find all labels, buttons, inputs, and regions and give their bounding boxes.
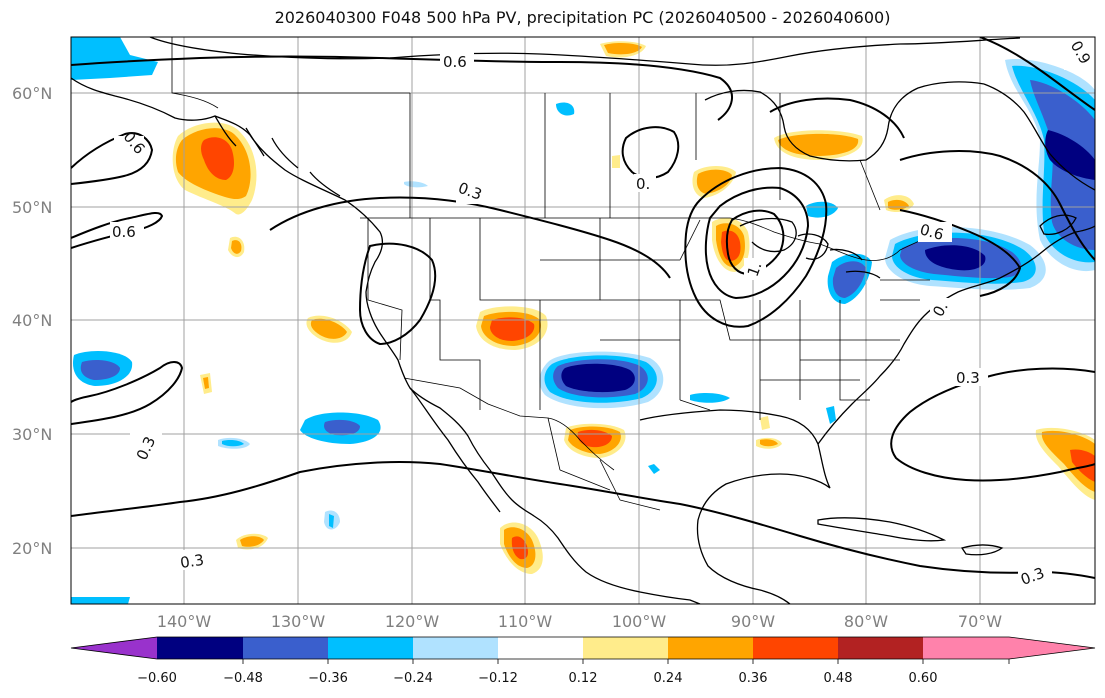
- colorbar-segment: [157, 637, 243, 659]
- coast-labrador: [983, 83, 1095, 191]
- contour-label: 0.3: [956, 369, 980, 387]
- canada-provinces: [172, 92, 881, 218]
- colorbar-tick: 0.48: [824, 671, 853, 686]
- contour-label: 1.: [744, 259, 766, 279]
- colorbar-tick: 0.36: [739, 671, 768, 686]
- contour-0.3-east: [890, 367, 1095, 482]
- colorbar-tick: −0.24: [393, 671, 433, 686]
- chart-title: 2026040300 F048 500 hPa PV, precipitatio…: [274, 8, 891, 27]
- colorbar-tick: 0.24: [654, 671, 683, 686]
- coast-atlantic-us: [817, 277, 1001, 445]
- contour-0.3-south: [71, 461, 1095, 579]
- contour-label: 0.: [636, 175, 650, 193]
- colorbar-segment: [413, 637, 498, 659]
- coast-baja: [409, 387, 501, 513]
- us-states-east: [759, 279, 930, 420]
- contour-0.6-ne: [769, 97, 905, 139]
- precip-negative-shading: [71, 37, 1095, 604]
- neg-area-west-canada: [71, 37, 158, 80]
- lat-label: 50°N: [12, 198, 52, 217]
- contour-0.6-west: [71, 132, 154, 185]
- colorbar-tick: 0.60: [909, 671, 938, 686]
- contour-0.3-central: [269, 196, 671, 279]
- colorbar-extend-low: [71, 637, 157, 659]
- mexico-states: [547, 417, 661, 511]
- map-frame: [70, 36, 1096, 605]
- colorbar-extend-high: [923, 637, 1095, 659]
- us-states-west: [367, 218, 601, 410]
- coast-hudson-bay: [704, 81, 985, 162]
- contour-labels: 0.6 0.6 0.6 0.3 0.3 0.3 0.3 0.3 0.6 0.9 …: [110, 38, 1094, 589]
- lon-label: 140°W: [157, 612, 212, 631]
- colorbar-tick: −0.12: [478, 671, 518, 686]
- colorbar-segment: [583, 637, 668, 659]
- contour-0.9-ne: [979, 37, 1095, 111]
- lat-label: 20°N: [12, 539, 52, 558]
- contour-label: 0.6: [918, 220, 946, 244]
- coast-hispaniola: [960, 544, 1004, 556]
- colorbar-tick: −0.36: [308, 671, 348, 686]
- graticule: [71, 37, 1095, 604]
- lon-label: 70°W: [958, 612, 1002, 631]
- contour-great-lakes-mid: [704, 186, 810, 300]
- contour-0.6-north: [71, 55, 733, 121]
- us-states-central: [599, 218, 760, 411]
- lat-label: 60°N: [12, 84, 52, 103]
- contour-0.3-loop-west: [358, 242, 437, 346]
- longitude-labels: 140°W 130°W 120°W 110°W 100°W 90°W 80°W …: [157, 612, 1002, 631]
- colorbar-tick: −0.48: [223, 671, 263, 686]
- colorbar-segment: [838, 637, 923, 659]
- coast-newfoundland: [1039, 214, 1077, 236]
- colorbar-tick: 0.12: [569, 671, 598, 686]
- lat-label: 30°N: [12, 425, 52, 444]
- coast-great-lakes: [739, 217, 881, 279]
- lon-label: 130°W: [271, 612, 326, 631]
- coast-gulf-of-mexico: [639, 409, 831, 604]
- lon-label: 120°W: [385, 612, 440, 631]
- contour-label: 0.3: [179, 551, 205, 572]
- contour-0.6-east: [899, 150, 1095, 261]
- political-borders: [171, 37, 931, 511]
- lon-label: 110°W: [498, 612, 553, 631]
- lat-label: 40°N: [12, 311, 52, 330]
- coast-east-canada: [999, 225, 1095, 279]
- colorbar-segment: [498, 637, 583, 659]
- colorbar-segment: [668, 637, 753, 659]
- contour-0.3-west: [71, 361, 184, 425]
- colorbar-tick: −0.60: [137, 671, 177, 686]
- latitude-labels: 60°N 50°N 40°N 30°N 20°N: [12, 84, 52, 558]
- lon-label: 80°W: [844, 612, 888, 631]
- contour-label: 0.6: [112, 223, 136, 241]
- colorbar-segment: [328, 637, 413, 659]
- contour-east-inner: [899, 209, 1022, 297]
- coast-cuba: [817, 517, 947, 542]
- border-us-canada: [360, 217, 931, 261]
- colorbar-segment: [243, 637, 328, 659]
- coast-alaska-islands: [214, 115, 341, 197]
- colorbar-segment: [753, 637, 838, 659]
- lon-label: 90°W: [731, 612, 775, 631]
- lon-label: 100°W: [612, 612, 667, 631]
- colorbar: −0.60 −0.48 −0.36 −0.24 −0.12 0.12 0.24 …: [70, 636, 1096, 686]
- contour-hudson: [621, 126, 680, 179]
- contour-label: 0.6: [443, 53, 467, 71]
- contour-great-lakes-outer: [684, 166, 828, 328]
